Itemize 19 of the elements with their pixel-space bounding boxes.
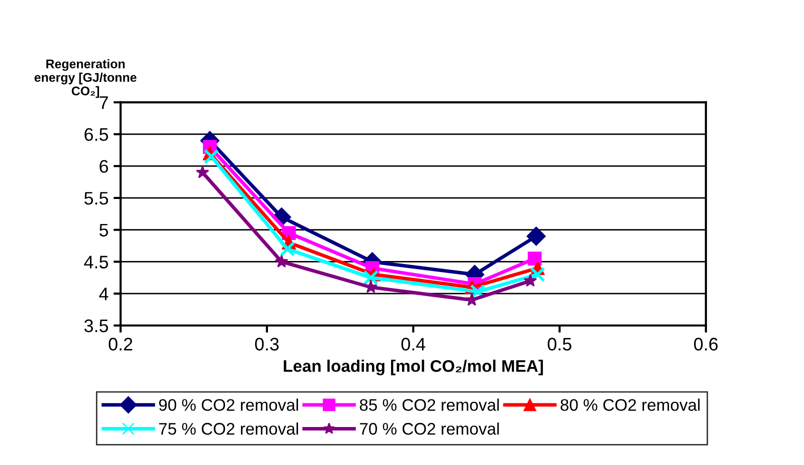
legend-label: 75 % CO2 removal (159, 422, 298, 435)
y-tick-label: 6.5 (84, 128, 108, 141)
x-tick-label: 0.3 (255, 338, 279, 351)
x-tick-label: 0.5 (548, 338, 572, 351)
x-tick-label: 0.2 (108, 338, 132, 351)
legend-label: 85 % CO2 removal (360, 398, 499, 411)
x-tick-label: 0.4 (401, 338, 426, 351)
y-tick-label: 3.5 (84, 319, 108, 332)
y-tick-label: 4 (99, 288, 108, 300)
legend-label: 90 % CO2 removal (159, 398, 298, 411)
x-tick-label: 0.6 (694, 338, 718, 351)
y-tick-label: 5.5 (84, 192, 108, 205)
legend-label: 80 % CO2 removal (560, 398, 700, 411)
y-tick-label: 6 (100, 160, 108, 173)
y-tick-label: 4.5 (84, 256, 108, 268)
x-axis-title: Lean loading [mol CO₂/mol MEA] (284, 360, 543, 376)
y-tick-label: 5 (99, 224, 108, 237)
y-tick-label: 7 (100, 96, 108, 109)
legend-label: 70 % CO2 removal (360, 422, 499, 435)
